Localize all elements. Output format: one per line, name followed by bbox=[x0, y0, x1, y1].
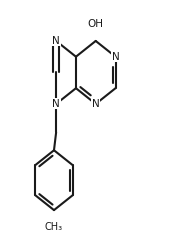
Text: N: N bbox=[52, 36, 60, 46]
Text: N: N bbox=[112, 52, 119, 62]
Text: N: N bbox=[92, 99, 100, 109]
Text: OH: OH bbox=[88, 19, 104, 29]
Text: N: N bbox=[52, 99, 60, 109]
Text: CH₃: CH₃ bbox=[45, 223, 63, 232]
